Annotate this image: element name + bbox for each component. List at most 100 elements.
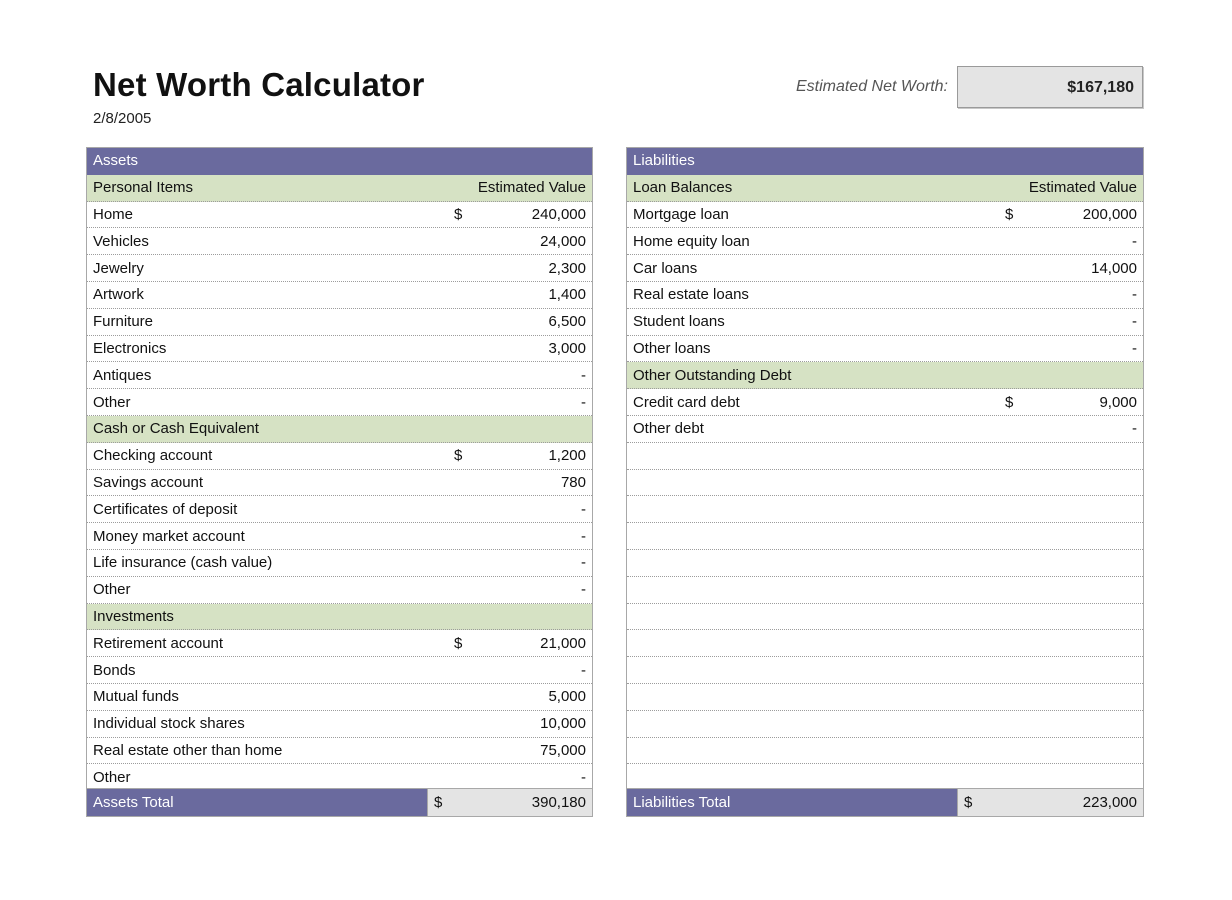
row-label: Mutual funds (93, 688, 179, 706)
row-value[interactable]: 10,000 (540, 715, 586, 733)
row-value[interactable]: - (581, 500, 586, 518)
row-value[interactable]: - (581, 661, 586, 679)
page-title: Net Worth Calculator (93, 66, 425, 103)
row-value[interactable]: - (581, 527, 586, 545)
row-value[interactable]: - (581, 768, 586, 786)
table-row[interactable]: Individual stock shares 10,000 (87, 711, 592, 738)
table-row[interactable]: Home equity loan - (627, 228, 1143, 256)
row-label: Other (93, 581, 131, 599)
row-value[interactable]: 14,000 (1091, 259, 1137, 277)
table-row[interactable]: Furniture 6,500 (87, 309, 592, 336)
empty-row[interactable] (627, 657, 1143, 684)
row-label: Credit card debt (633, 393, 740, 411)
row-value[interactable]: 780 (560, 473, 586, 491)
table-row[interactable]: Retirement account $21,000 (87, 630, 592, 658)
row-value[interactable]: 75,000 (540, 741, 586, 759)
table-row[interactable]: Antiques - (87, 362, 592, 390)
empty-row[interactable] (627, 550, 1143, 577)
table-row[interactable]: Artwork 1,400 (87, 282, 592, 309)
row-value[interactable]: - (1132, 339, 1137, 357)
table-row[interactable]: Other - (87, 389, 592, 416)
table-row[interactable]: Student loans - (627, 309, 1143, 336)
row-label: Retirement account (93, 634, 224, 652)
empty-row[interactable] (627, 630, 1143, 658)
net-worth-value-cell[interactable]: $167,180 (957, 66, 1143, 108)
row-value[interactable]: - (1132, 232, 1137, 250)
table-row[interactable]: Credit card debt $9,000 (627, 389, 1143, 416)
assets-rows: Personal Items Estimated Value Home $240,00… (87, 174, 592, 792)
row-value[interactable]: - (1132, 313, 1137, 331)
row-value[interactable]: - (581, 554, 586, 572)
table-row[interactable]: Real estate loans - (627, 282, 1143, 309)
document-date: 2/8/2005 (93, 110, 152, 127)
row-value[interactable]: - (581, 393, 586, 411)
liabilities-section-header: Other Outstanding Debt (627, 362, 1143, 390)
assets-total-cell[interactable]: $ 390,180 (427, 789, 592, 816)
table-row[interactable]: Real estate other than home 75,000 (87, 738, 592, 765)
empty-row[interactable] (627, 711, 1143, 738)
empty-row[interactable] (627, 443, 1143, 470)
row-label: Mortgage loan (633, 205, 729, 223)
table-row[interactable]: Jewelry 2,300 (87, 255, 592, 282)
section-title: Investments (93, 607, 174, 625)
row-label: Other loans (633, 339, 711, 357)
table-row[interactable]: Certificates of deposit - (87, 496, 592, 524)
empty-row[interactable] (627, 577, 1143, 604)
row-value[interactable]: 200,000 (1082, 205, 1137, 223)
row-label: Jewelry (93, 259, 144, 277)
table-row[interactable]: Money market account - (87, 523, 592, 550)
liabilities-header-label: Liabilities (633, 152, 695, 170)
table-row[interactable]: Bonds - (87, 657, 592, 684)
table-row[interactable]: Other loans - (627, 336, 1143, 363)
row-value[interactable]: 240,000 (531, 205, 586, 223)
row-value[interactable]: 21,000 (540, 634, 586, 652)
section-title: Other Outstanding Debt (633, 366, 792, 384)
table-row[interactable]: Mutual funds 5,000 (87, 684, 592, 711)
row-value[interactable]: 2,300 (548, 259, 586, 277)
row-label: Antiques (93, 366, 152, 384)
row-currency: $ (454, 205, 463, 223)
liabilities-section-header: Loan Balances Estimated Value (627, 174, 1143, 202)
row-label: Student loans (633, 313, 725, 331)
row-value[interactable]: 1,200 (548, 447, 586, 465)
table-row[interactable]: Life insurance (cash value) - (87, 550, 592, 577)
row-currency: $ (454, 447, 463, 465)
row-label: Individual stock shares (93, 715, 245, 733)
liabilities-rows: Loan Balances Estimated Value Mortgage loa… (627, 174, 1143, 792)
row-value[interactable]: 1,400 (548, 286, 586, 304)
empty-row[interactable] (627, 523, 1143, 550)
row-label: Real estate other than home (93, 741, 283, 759)
row-label: Furniture (93, 313, 154, 331)
table-row[interactable]: Electronics 3,000 (87, 336, 592, 363)
row-value[interactable]: 5,000 (548, 688, 586, 706)
table-row[interactable]: Savings account 780 (87, 470, 592, 497)
table-row[interactable]: Other debt - (627, 416, 1143, 443)
row-currency: $ (454, 634, 463, 652)
row-label: Home (93, 205, 134, 223)
row-value[interactable]: 6,500 (548, 313, 586, 331)
table-row[interactable]: Home $240,000 (87, 202, 592, 229)
row-value[interactable]: 24,000 (540, 232, 586, 250)
row-value[interactable]: - (1132, 420, 1137, 438)
row-label: Electronics (93, 339, 167, 357)
row-value[interactable]: - (581, 366, 586, 384)
row-value[interactable]: 3,000 (548, 339, 586, 357)
row-value[interactable]: - (581, 581, 586, 599)
empty-row[interactable] (627, 738, 1143, 765)
table-row[interactable]: Mortgage loan $200,000 (627, 202, 1143, 229)
assets-header-label: Assets (93, 152, 139, 170)
empty-row[interactable] (627, 684, 1143, 711)
table-row[interactable]: Checking account $1,200 (87, 443, 592, 470)
row-label: Certificates of deposit (93, 500, 238, 518)
empty-row[interactable] (627, 470, 1143, 497)
row-value[interactable]: - (1132, 286, 1137, 304)
liabilities-total-value: 223,000 (1082, 794, 1137, 811)
empty-row[interactable] (627, 604, 1143, 631)
table-row[interactable]: Other - (87, 577, 592, 604)
liabilities-total-cell[interactable]: $ 223,000 (957, 789, 1143, 816)
table-row[interactable]: Vehicles 24,000 (87, 228, 592, 256)
empty-row[interactable] (627, 496, 1143, 524)
row-value[interactable]: 9,000 (1099, 393, 1137, 411)
assets-total-row: Assets Total $ 390,180 (87, 788, 592, 816)
table-row[interactable]: Car loans 14,000 (627, 255, 1143, 282)
